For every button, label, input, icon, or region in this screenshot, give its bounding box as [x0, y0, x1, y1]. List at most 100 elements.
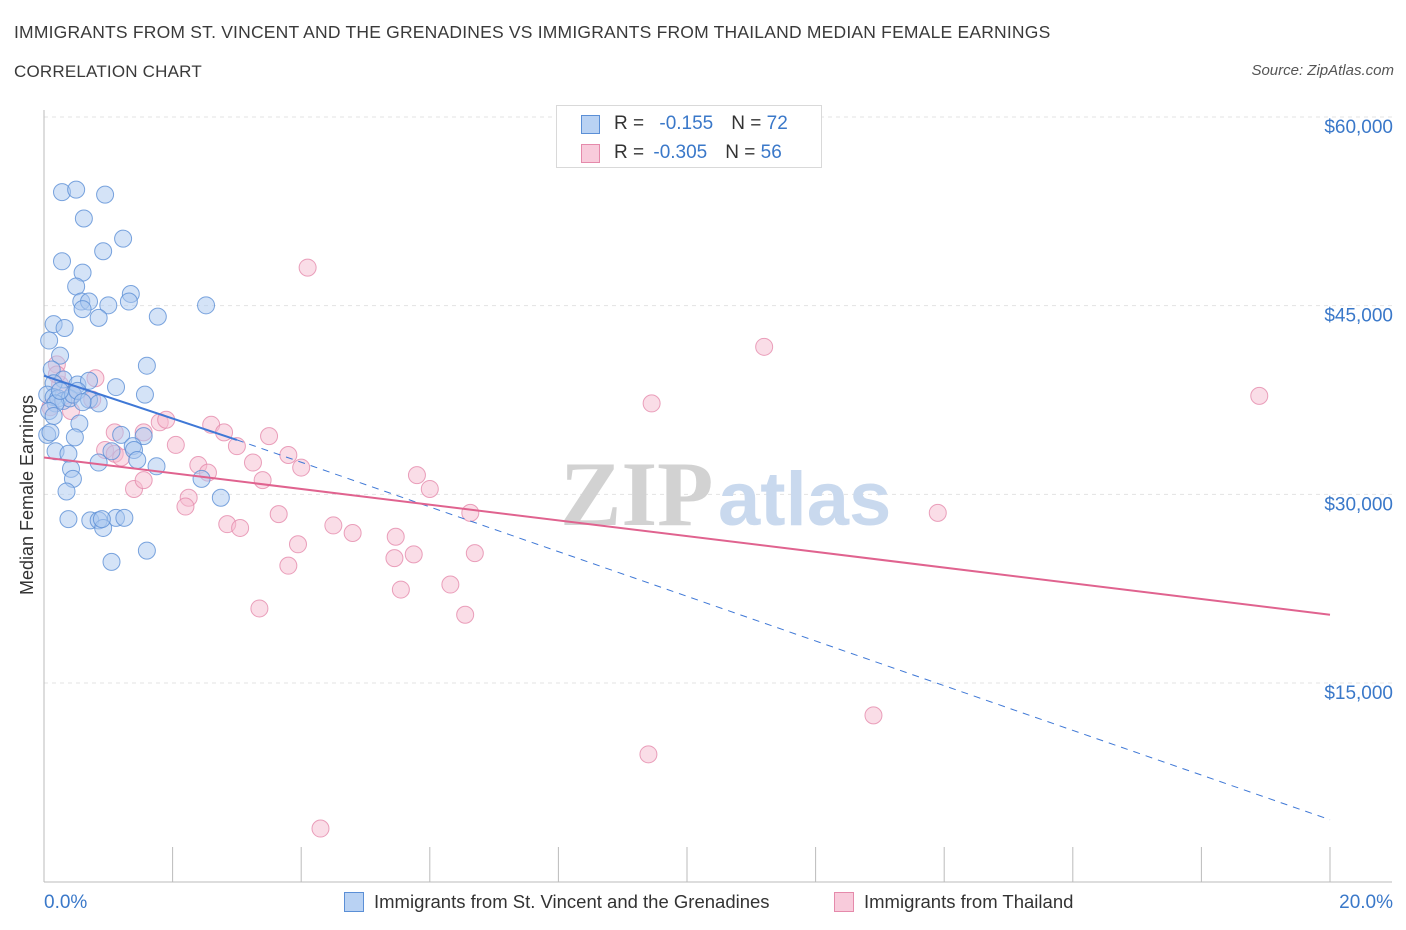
point-thailand	[324, 516, 343, 535]
point-thailand	[420, 479, 439, 498]
point-thailand	[642, 394, 661, 413]
y-tick-label: $30,000	[1324, 494, 1393, 515]
legend-n-label: N =	[725, 142, 761, 163]
point-st-vincent	[128, 451, 147, 470]
legend-r-label: R =	[614, 113, 650, 134]
point-st-vincent	[99, 296, 118, 315]
source-label: Source: ZipAtlas.com	[1251, 62, 1394, 79]
point-st-vincent	[192, 469, 211, 488]
point-st-vincent	[137, 356, 156, 375]
point-thailand	[864, 706, 883, 725]
point-st-vincent	[67, 277, 86, 296]
point-st-vincent	[74, 209, 93, 228]
point-st-vincent	[137, 541, 156, 560]
y-tick-label: $15,000	[1324, 683, 1393, 704]
series-legend-item-2: Immigrants from Thailand	[834, 889, 1073, 915]
point-st-vincent	[96, 185, 115, 204]
point-st-vincent	[51, 346, 70, 365]
chart-title: IMMIGRANTS FROM ST. VINCENT AND THE GREN…	[14, 22, 1051, 42]
point-st-vincent	[102, 442, 121, 461]
point-st-vincent	[114, 229, 133, 248]
axes	[43, 110, 1392, 883]
point-thailand	[227, 437, 246, 456]
point-thailand	[260, 427, 279, 446]
legend-r-value: -0.155	[659, 113, 714, 134]
point-st-vincent	[65, 428, 84, 447]
y-tick-label: $60,000	[1324, 117, 1393, 138]
trend-line-st-vincent	[43, 374, 238, 441]
legend-n-label: N =	[731, 113, 767, 134]
point-st-vincent	[107, 378, 126, 397]
point-st-vincent	[89, 394, 108, 413]
point-thailand	[279, 445, 298, 464]
point-st-vincent	[67, 180, 86, 199]
data-points	[38, 180, 1269, 838]
legend-swatch-series-1	[581, 114, 600, 134]
point-thailand	[343, 523, 362, 542]
correlation-legend: R = -0.155 N = 72 R = -0.305 N = 56	[556, 105, 822, 168]
series-legend-label-2: Immigrants from Thailand	[864, 891, 1074, 912]
x-tick-label: 20.0%	[1339, 892, 1393, 913]
point-thailand	[288, 535, 307, 554]
y-tick-label: $45,000	[1324, 306, 1393, 327]
point-thailand	[279, 556, 298, 575]
point-thailand	[456, 605, 475, 624]
point-thailand	[928, 503, 947, 522]
point-st-vincent	[53, 252, 72, 271]
legend-r-value: -0.305	[653, 142, 708, 163]
legend-r-label: R =	[614, 142, 650, 163]
point-st-vincent	[55, 318, 74, 337]
y-axis-label: Median Female Earnings	[17, 395, 37, 595]
legend-row-series-1: R = -0.155 N = 72	[581, 112, 788, 136]
point-thailand	[639, 745, 658, 764]
point-st-vincent	[94, 242, 113, 261]
point-thailand	[311, 819, 330, 838]
point-st-vincent	[119, 292, 138, 311]
point-thailand	[231, 518, 250, 537]
watermark-atlas: atlas	[718, 457, 891, 542]
point-st-vincent	[197, 296, 216, 315]
point-thailand	[250, 599, 269, 618]
series-legend-swatch-2	[834, 892, 854, 912]
point-st-vincent	[112, 425, 131, 444]
legend-n-value: 56	[760, 142, 782, 163]
point-thailand	[441, 575, 460, 594]
trend-line-st-vincent-extension	[236, 439, 1331, 821]
point-thailand	[166, 435, 185, 454]
point-st-vincent	[41, 423, 60, 442]
point-thailand	[391, 580, 410, 599]
point-st-vincent	[57, 482, 76, 501]
series-legend-item-1: Immigrants from St. Vincent and the Gren…	[344, 889, 770, 915]
chart-subtitle: CORRELATION CHART	[14, 62, 202, 81]
point-thailand	[292, 458, 311, 477]
point-st-vincent	[44, 407, 63, 425]
watermark-zip: ZIP	[560, 443, 713, 545]
point-thailand	[385, 549, 404, 568]
point-thailand	[134, 471, 153, 490]
point-st-vincent	[89, 308, 108, 327]
point-st-vincent	[211, 488, 230, 507]
series-legend-swatch-1	[344, 892, 364, 912]
point-st-vincent	[102, 552, 121, 571]
point-st-vincent	[73, 393, 92, 412]
point-st-vincent	[51, 381, 70, 400]
point-thailand	[755, 337, 774, 356]
x-tick-label: 0.0%	[44, 892, 87, 913]
point-st-vincent	[148, 307, 167, 326]
point-thailand	[253, 471, 272, 490]
point-st-vincent	[73, 300, 92, 319]
trend-lines	[43, 374, 1331, 821]
point-st-vincent	[92, 510, 111, 529]
legend-swatch-series-2	[581, 143, 600, 163]
point-st-vincent	[59, 510, 78, 529]
point-thailand	[386, 527, 405, 546]
point-thailand	[407, 466, 426, 485]
point-thailand	[269, 505, 288, 524]
point-st-vincent	[135, 385, 154, 404]
point-thailand	[243, 453, 262, 472]
point-thailand	[404, 545, 423, 564]
tick-labels: $15,000 $30,000 $45,000 $60,000 0.0% 20.0%	[44, 117, 1393, 913]
point-thailand	[176, 497, 195, 516]
legend-row-series-2: R = -0.305 N = 56	[581, 141, 782, 165]
